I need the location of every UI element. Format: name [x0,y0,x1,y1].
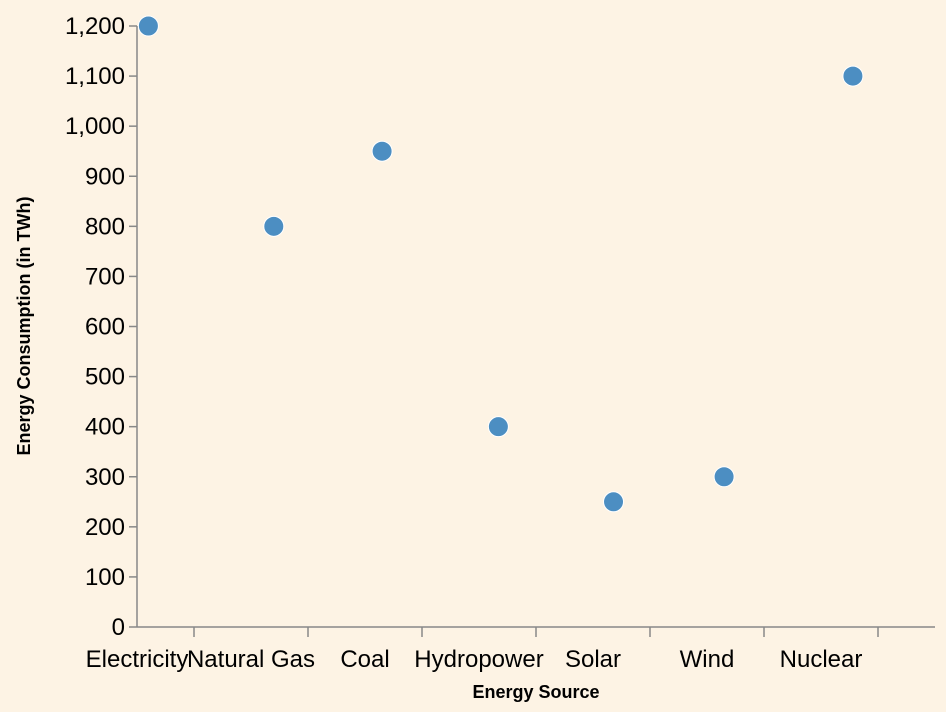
data-point [713,466,735,488]
data-point [137,15,159,37]
y-tick-label: 800 [85,213,125,240]
y-tick-label: 1,000 [65,113,125,140]
y-tick-label: 300 [85,464,125,491]
data-points [137,15,864,513]
x-tick-label: Nuclear [780,646,863,673]
x-tick-label: Hydropower [414,646,543,673]
x-tick-label: Wind [680,646,735,673]
y-tick-label: 500 [85,364,125,391]
data-point [371,140,393,162]
x-tick-label: Solar [565,646,621,673]
y-tick-label: 400 [85,414,125,441]
y-axis-title: Energy Consumption (in TWh) [14,197,34,456]
y-tick-label: 1,200 [65,13,125,40]
data-point [842,65,864,87]
y-tick-label: 1,100 [65,63,125,90]
y-tick-label: 700 [85,263,125,290]
data-point [263,215,285,237]
y-tick-label: 200 [85,514,125,541]
x-tick-label: Electricity [86,646,189,673]
data-point [603,491,625,513]
x-axis-title: Energy Source [472,682,599,702]
y-tick-label: 600 [85,314,125,341]
y-axis: 0 100 200 300 400 500 600 700 800 900 1,000 1,100 1,… [65,13,138,641]
y-tick-label: 100 [85,564,125,591]
data-point [487,416,509,438]
x-tick-label: Coal [340,646,389,673]
y-tick-label: 0 [112,614,125,641]
x-tick-label: Natural Gas [187,646,315,673]
y-tick-label: 900 [85,163,125,190]
